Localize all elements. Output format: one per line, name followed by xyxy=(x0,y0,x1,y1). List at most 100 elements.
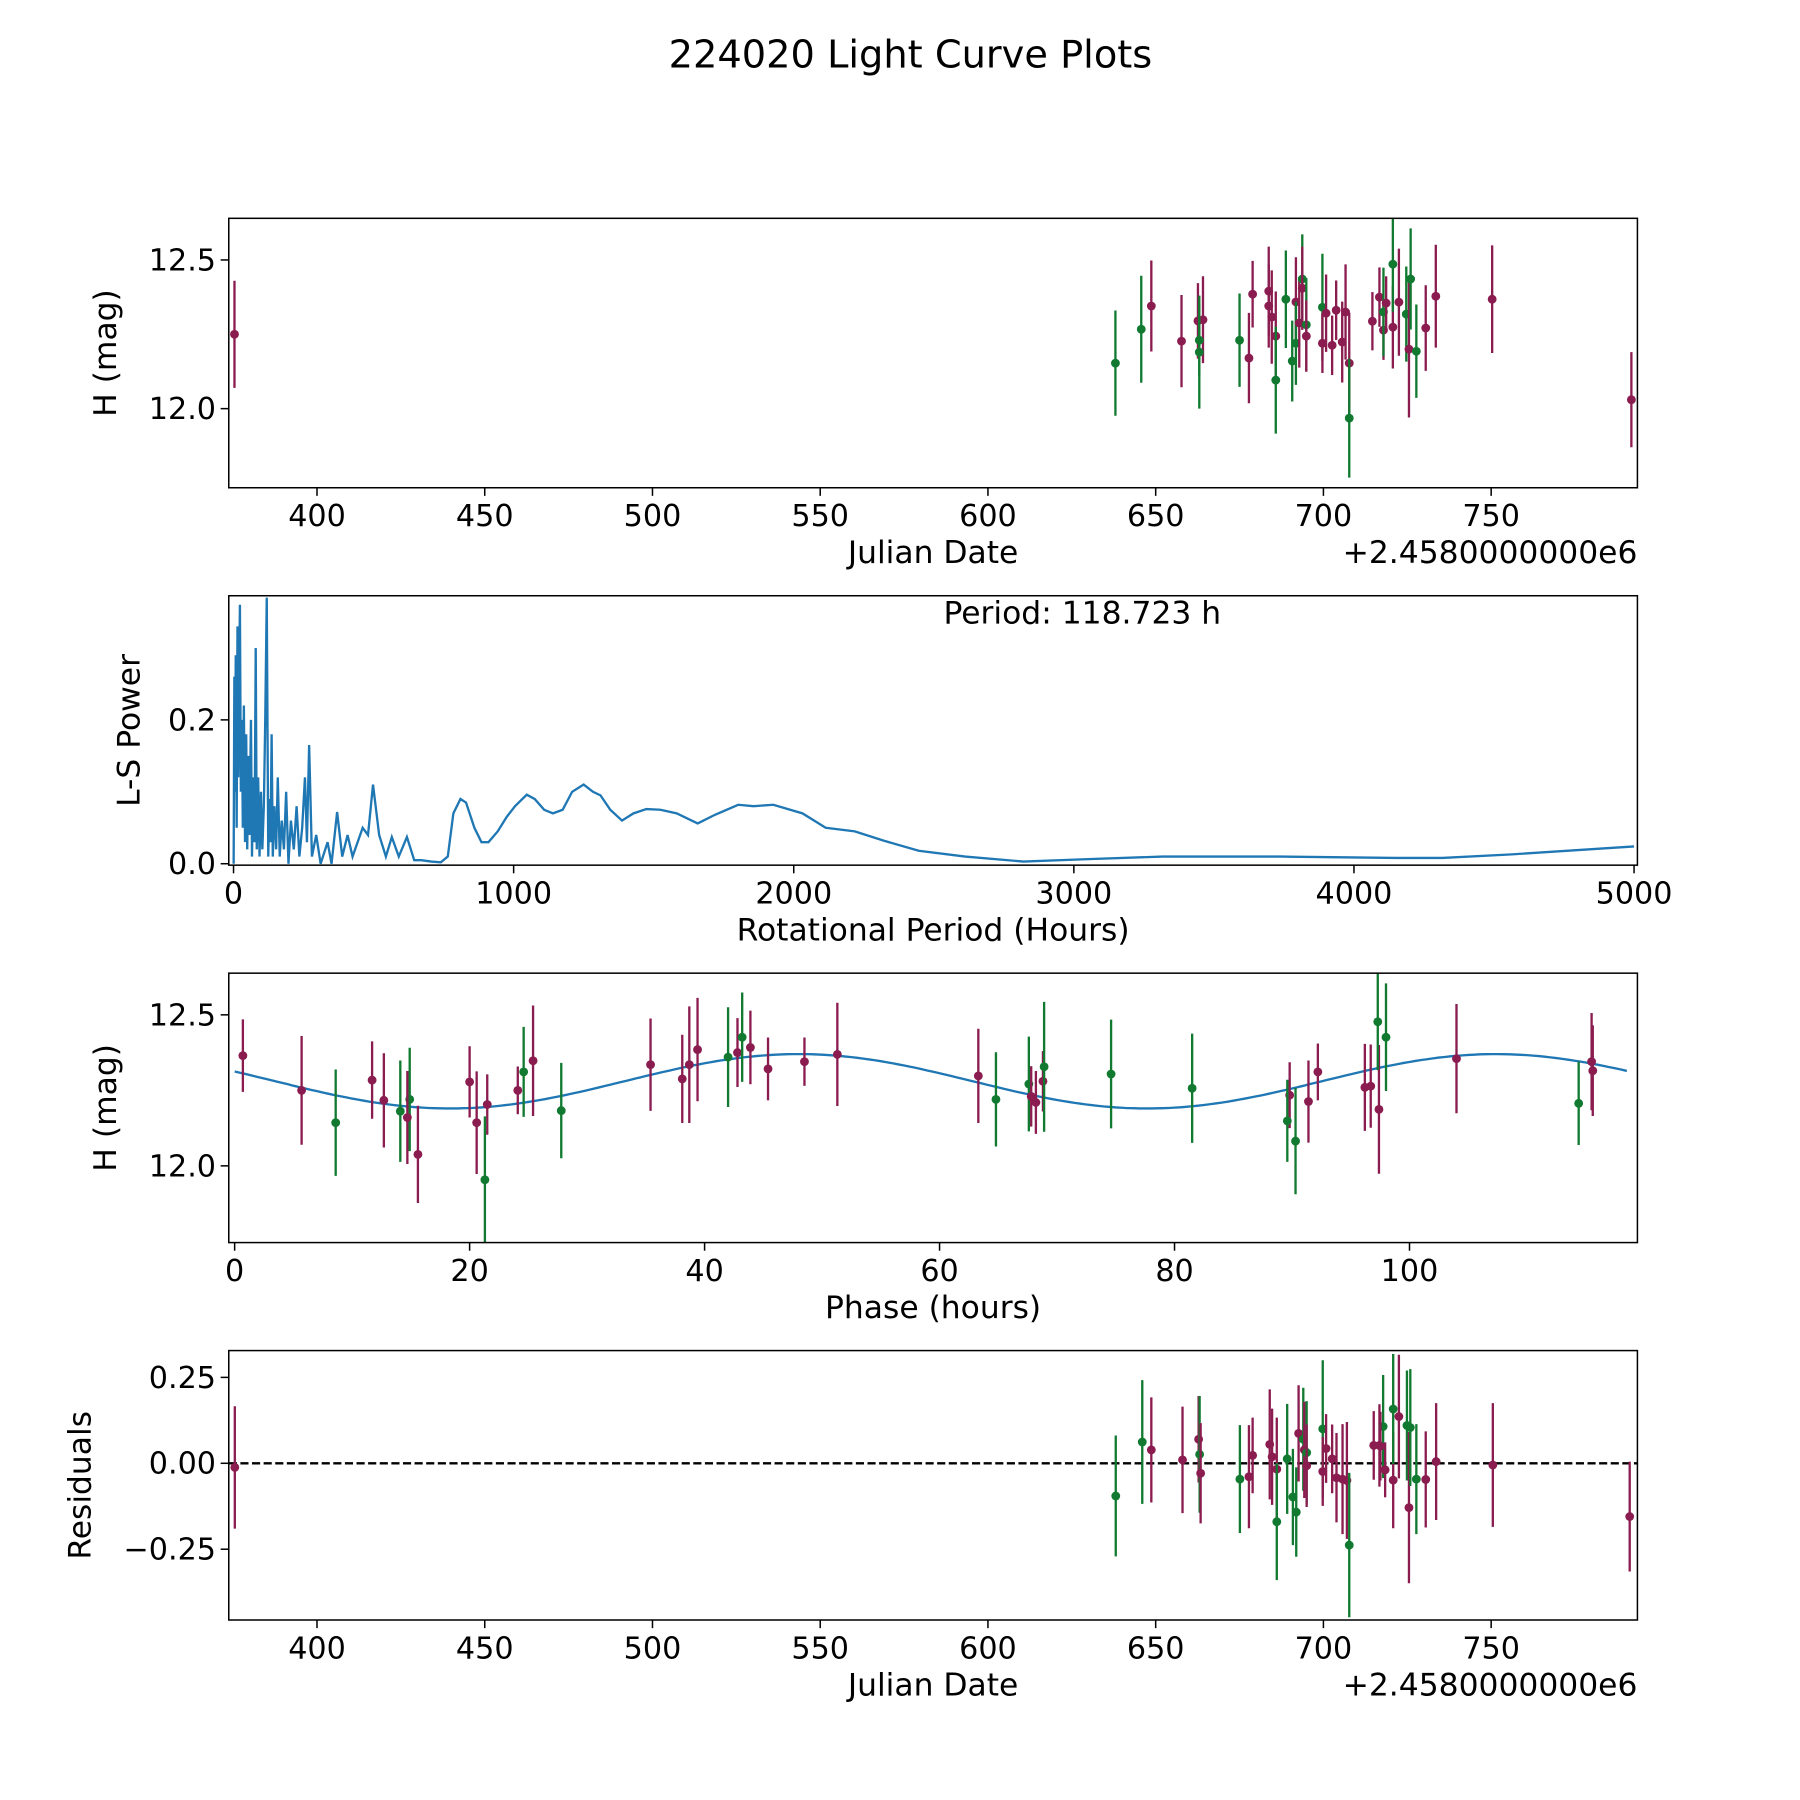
data-point xyxy=(230,329,239,339)
data-point xyxy=(1111,1491,1121,1501)
data-point xyxy=(1026,1091,1036,1101)
data-point xyxy=(528,1056,538,1066)
data-point xyxy=(1487,294,1497,304)
data-point xyxy=(331,1118,341,1128)
x-axis-label: Phase (hours) xyxy=(825,1290,1041,1326)
x-tick-label: 80 xyxy=(1155,1254,1193,1289)
data-point xyxy=(1394,297,1404,307)
data-point xyxy=(1626,395,1636,405)
data-point xyxy=(646,1060,655,1070)
period-annotation: Period: 118.723 h xyxy=(943,596,1221,632)
data-point xyxy=(1177,336,1186,346)
data-point xyxy=(1405,1423,1415,1432)
data-point xyxy=(1321,1444,1331,1453)
data-point xyxy=(1194,347,1204,357)
data-point xyxy=(1376,1441,1385,1451)
x-tick-label: 450 xyxy=(456,1631,514,1666)
residuals-axes: 400 450 500 550 600 650 700 750 −0.25 0.00 0.25 Jul… xyxy=(63,1349,1639,1703)
data-point xyxy=(1196,1468,1206,1478)
x-tick-label: 1000 xyxy=(475,876,552,911)
data-point xyxy=(472,1118,482,1128)
x-tick-label: 3000 xyxy=(1035,876,1112,911)
data-point xyxy=(1381,1032,1391,1042)
data-point xyxy=(379,1095,389,1105)
data-point xyxy=(402,1113,412,1122)
data-point xyxy=(1388,1475,1398,1485)
plot-area xyxy=(234,973,1628,1243)
x-tick-label: 650 xyxy=(1127,499,1185,534)
figure-title: 224020 Light Curve Plots xyxy=(669,32,1153,77)
x-tick-label: 4000 xyxy=(1316,876,1393,911)
x-axis-label: Julian Date xyxy=(846,535,1018,571)
data-point xyxy=(1291,1507,1301,1517)
data-point xyxy=(1431,1457,1441,1466)
data-point xyxy=(1431,291,1441,301)
data-point xyxy=(1488,1460,1498,1470)
data-point xyxy=(1272,1517,1282,1527)
data-point xyxy=(1321,308,1331,318)
data-point xyxy=(1198,315,1208,325)
data-point xyxy=(395,1106,405,1116)
data-point xyxy=(1327,340,1337,350)
data-point xyxy=(1367,316,1377,326)
data-point xyxy=(1038,1076,1048,1086)
data-point xyxy=(480,1175,490,1185)
data-point xyxy=(763,1064,773,1074)
y-tick-label: 12.0 xyxy=(149,392,216,427)
x-tick-label: 20 xyxy=(450,1254,488,1289)
y-tick-label: −0.25 xyxy=(123,1533,216,1568)
data-point xyxy=(693,1045,702,1054)
data-point xyxy=(1394,1412,1404,1421)
data-point xyxy=(1452,1054,1461,1064)
data-point xyxy=(1588,1066,1598,1076)
x-tick-label: 40 xyxy=(685,1254,723,1289)
data-point xyxy=(297,1085,307,1095)
x-tick-label: 0 xyxy=(224,876,243,911)
x-tick-label: 650 xyxy=(1127,1631,1185,1666)
x-offset-text: +2.4580000000e6 xyxy=(1343,1667,1638,1703)
plot-area xyxy=(230,218,1636,478)
data-point xyxy=(1587,1057,1597,1067)
data-point xyxy=(1031,1098,1041,1107)
data-point xyxy=(1244,353,1254,363)
data-point xyxy=(973,1071,983,1081)
data-point xyxy=(1039,1062,1049,1072)
data-point xyxy=(1187,1083,1197,1093)
x-tick-label: 450 xyxy=(456,499,514,534)
axes-frame xyxy=(228,972,1639,1244)
plot-area xyxy=(232,597,1635,865)
data-point xyxy=(1344,1540,1354,1550)
axes-frame xyxy=(228,594,1639,866)
lightcurve-axes: 400 450 500 550 600 650 700 750 12.0 12.5 Julian D… xyxy=(88,217,1639,571)
data-point xyxy=(684,1060,694,1070)
data-point xyxy=(1271,375,1281,385)
data-point xyxy=(1282,1454,1292,1464)
periodogram-axes: Period: 118.723 h 0 1000 2000 3000 4000 5000 0.… xyxy=(111,594,1672,949)
data-point xyxy=(1421,323,1431,333)
data-point xyxy=(737,1032,747,1042)
x-tick-label: 600 xyxy=(959,499,1017,534)
data-point xyxy=(1381,298,1391,308)
x-tick-label: 550 xyxy=(791,499,849,534)
data-point xyxy=(1404,1503,1414,1513)
data-point xyxy=(1313,1067,1323,1077)
data-point xyxy=(800,1057,809,1067)
y-tick-label: 0.00 xyxy=(149,1447,216,1482)
data-point xyxy=(238,1051,248,1061)
axes-frame xyxy=(228,1349,1639,1621)
x-tick-label: 0 xyxy=(225,1254,244,1289)
data-point xyxy=(1344,413,1354,423)
y-tick-label: 12.5 xyxy=(149,998,216,1033)
x-tick-label: 600 xyxy=(959,1631,1017,1666)
data-point xyxy=(1406,274,1416,284)
x-tick-label: 400 xyxy=(288,499,346,534)
fit-curve xyxy=(234,1052,1628,1110)
data-point xyxy=(1297,283,1307,293)
data-point xyxy=(1281,294,1291,304)
data-point xyxy=(1375,292,1384,302)
data-point xyxy=(230,1463,240,1472)
data-point xyxy=(1366,1081,1376,1091)
y-axis-label: H (mag) xyxy=(88,1044,124,1172)
data-point xyxy=(1331,305,1341,315)
y-tick-label: 12.5 xyxy=(149,243,216,278)
